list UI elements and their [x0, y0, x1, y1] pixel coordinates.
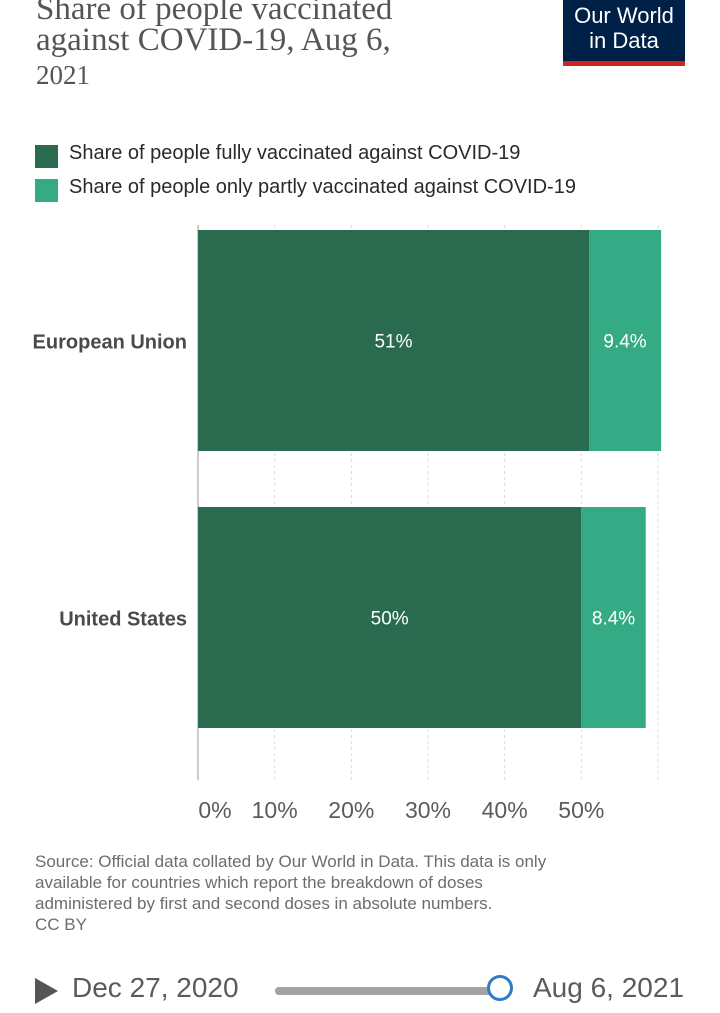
logo-line-1: Our World — [574, 3, 674, 28]
timeline-slider-thumb[interactable] — [487, 975, 513, 1001]
x-tick-label-0: 0% — [198, 797, 231, 823]
data-label-partly-0: 9.4% — [603, 332, 646, 353]
category-label-0: European Union — [33, 332, 187, 354]
logo-line-2: in Data — [589, 28, 659, 53]
category-label-1: United States — [59, 609, 187, 631]
bar-fully-1[interactable] — [198, 507, 582, 728]
bar-fully-0[interactable] — [198, 230, 589, 451]
timeline-end-date[interactable]: Aug 6, 2021 — [533, 972, 685, 1003]
x-tick-label-50: 50% — [558, 797, 604, 823]
bar-chart: 51% 9.4% European Union 50% 8.4% United State… — [33, 225, 662, 823]
legend-swatch-partly — [35, 179, 58, 202]
owid-logo[interactable]: Our World in Data — [563, 0, 685, 66]
license-text[interactable]: CC BY — [35, 915, 87, 934]
chart-title-line-2: against COVID-19, Aug 6, — [36, 22, 391, 58]
legend-swatch-fully — [35, 145, 58, 168]
x-tick-label-40: 40% — [482, 797, 528, 823]
timeline-slider-track[interactable] — [275, 987, 500, 995]
chart-title-line-1: Share of people vaccinated — [36, 0, 393, 27]
data-label-fully-1: 50% — [371, 609, 409, 630]
bar-partly-0[interactable] — [589, 230, 662, 451]
data-label-partly-1: 8.4% — [592, 609, 635, 630]
data-label-fully-0: 51% — [374, 332, 412, 353]
timeline-slider-fill — [275, 987, 500, 995]
chart-source-note: Source: Official data collated by Our Wo… — [35, 851, 635, 935]
source-line-2: available for countries which report the… — [35, 873, 483, 892]
chart-title-line-3: 2021 — [36, 60, 90, 90]
timeline-controls: Dec 27, 2020 Aug 6, 2021 — [0, 958, 720, 1013]
x-tick-label-10: 10% — [252, 797, 298, 823]
source-line-3: administered by first and second doses i… — [35, 894, 493, 913]
x-tick-label-20: 20% — [328, 797, 374, 823]
chart-title: Share of people vaccinated against COVID… — [36, 0, 536, 94]
legend-label-fully: Share of people fully vaccinated against… — [69, 142, 521, 164]
x-tick-label-30: 30% — [405, 797, 451, 823]
play-icon[interactable] — [35, 978, 58, 1004]
legend-label-partly: Share of people only partly vaccinated a… — [69, 176, 576, 198]
source-line-1: Source: Official data collated by Our Wo… — [35, 852, 547, 871]
timeline-start-date[interactable]: Dec 27, 2020 — [72, 972, 239, 1003]
bar-partly-1[interactable] — [581, 507, 646, 728]
